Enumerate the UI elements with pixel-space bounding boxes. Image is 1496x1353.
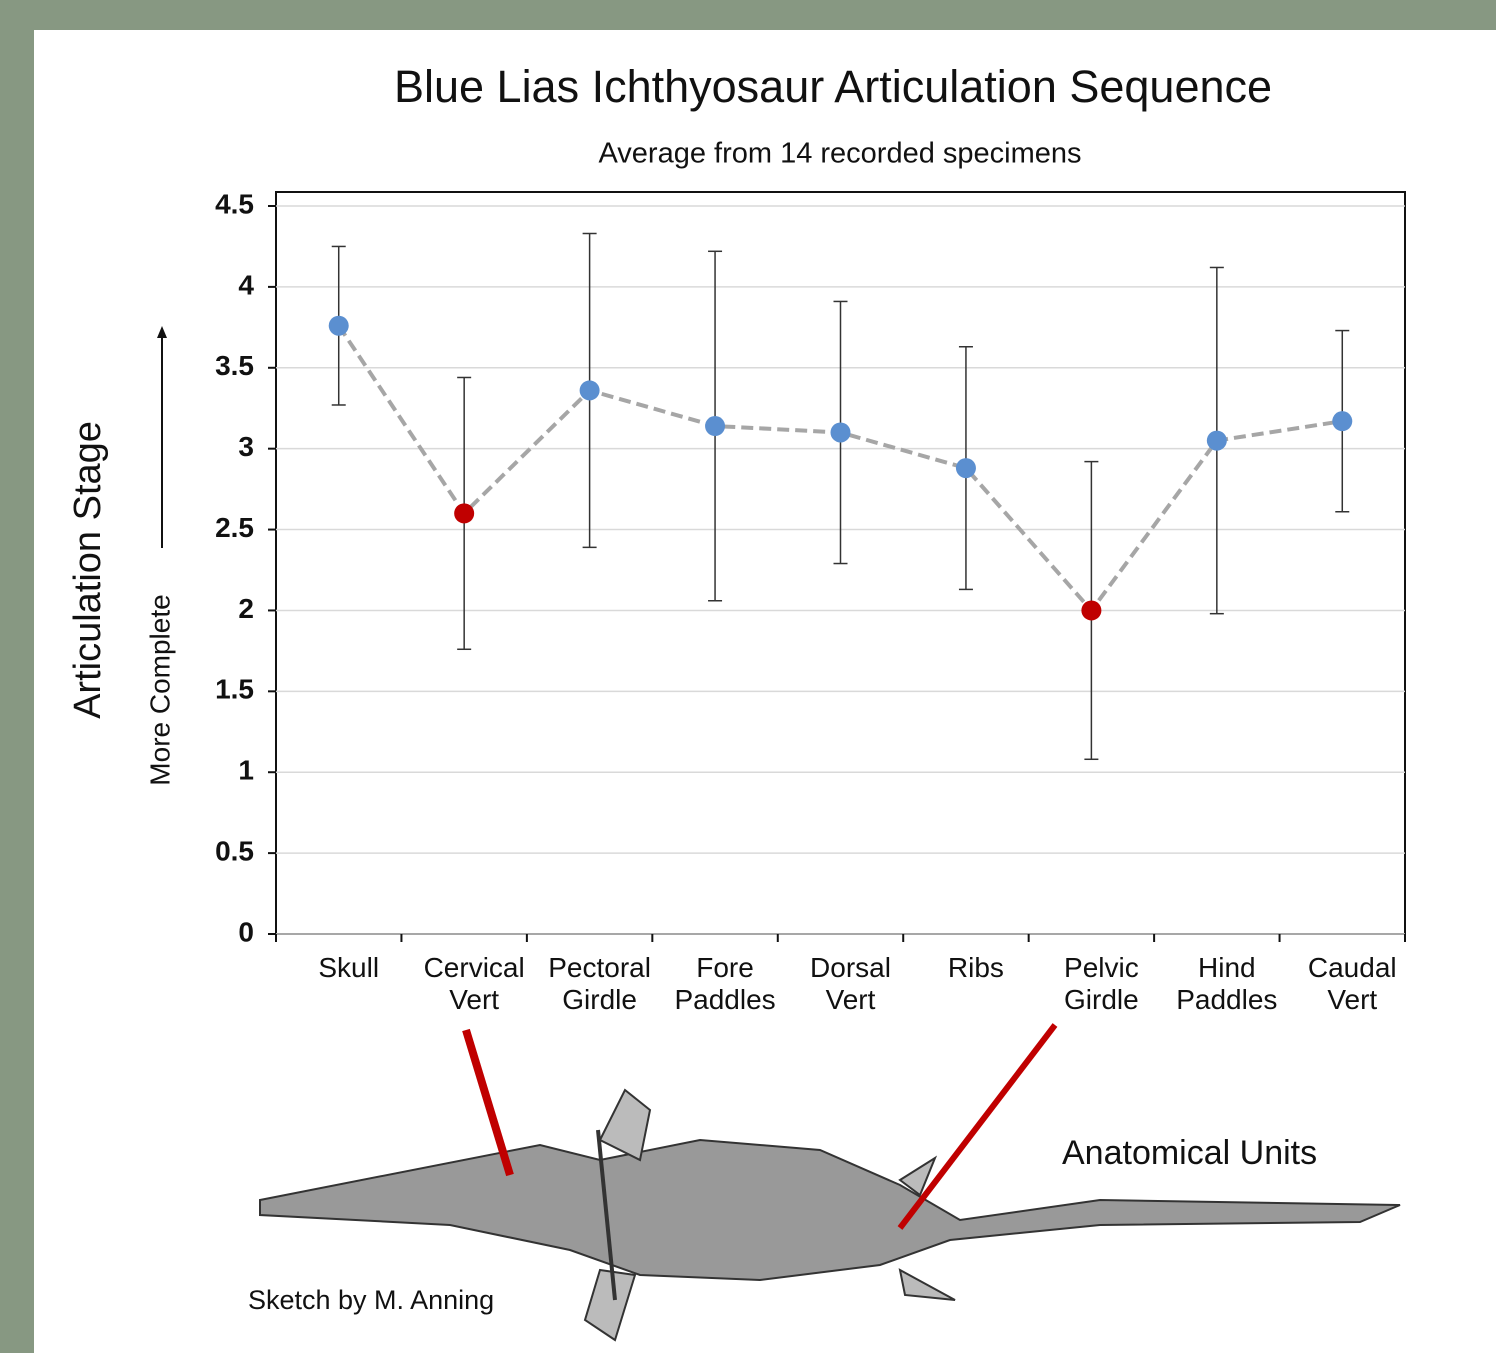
sketch <box>259 1088 1401 1342</box>
data-point <box>579 380 600 401</box>
chart-subtitle: Average from 14 recorded specimens <box>598 138 1081 170</box>
data-point <box>705 416 726 437</box>
x-tick-label: Ribs <box>947 952 1004 983</box>
x-tick-label: Dorsal Vert <box>810 952 891 1015</box>
arrow-head <box>157 326 167 338</box>
x-tick-label: Hind Paddles <box>1176 952 1278 1015</box>
data-point <box>1081 600 1102 621</box>
y-tick-label: 3.5 <box>215 350 254 381</box>
y-axis-label: Articulation Stage <box>67 421 109 719</box>
annotation: Anatomical Units <box>1062 1134 1317 1172</box>
pointer <box>897 1023 1058 1230</box>
data-point <box>830 422 851 443</box>
y-tick-label: 4 <box>238 269 254 300</box>
x-tick-label: Pectoral Girdle <box>548 952 651 1015</box>
y-tick-label: 3 <box>238 431 254 462</box>
x-tick-label: Fore Paddles <box>674 952 776 1015</box>
y-tick-label: 4.5 <box>215 188 254 219</box>
y-tick-label: 1.5 <box>215 674 254 705</box>
data-point <box>955 458 976 479</box>
chart-title: Blue Lias Ichthyosaur Articulation Seque… <box>394 61 1272 112</box>
pointer <box>462 1028 514 1177</box>
annotation: Sketch by M. Anning <box>248 1285 494 1315</box>
y-tick-label: 0.5 <box>215 836 254 867</box>
y-tick-label: 2 <box>238 593 254 624</box>
data-point <box>1206 430 1227 451</box>
y-tick-label: 0 <box>238 916 254 947</box>
x-tick-label: Cervical Vert <box>423 952 525 1015</box>
data-point <box>1332 411 1353 432</box>
data-point <box>454 503 475 524</box>
y-axis-sublabel: More Complete <box>144 594 175 785</box>
x-tick-label: Pelvic Girdle <box>1064 952 1139 1015</box>
x-tick-label: Caudal Vert <box>1307 952 1397 1015</box>
y-tick-label: 2.5 <box>215 512 254 543</box>
data-point <box>328 315 349 336</box>
x-tick-label: Skull <box>318 952 380 983</box>
y-tick-label: 1 <box>238 755 254 786</box>
